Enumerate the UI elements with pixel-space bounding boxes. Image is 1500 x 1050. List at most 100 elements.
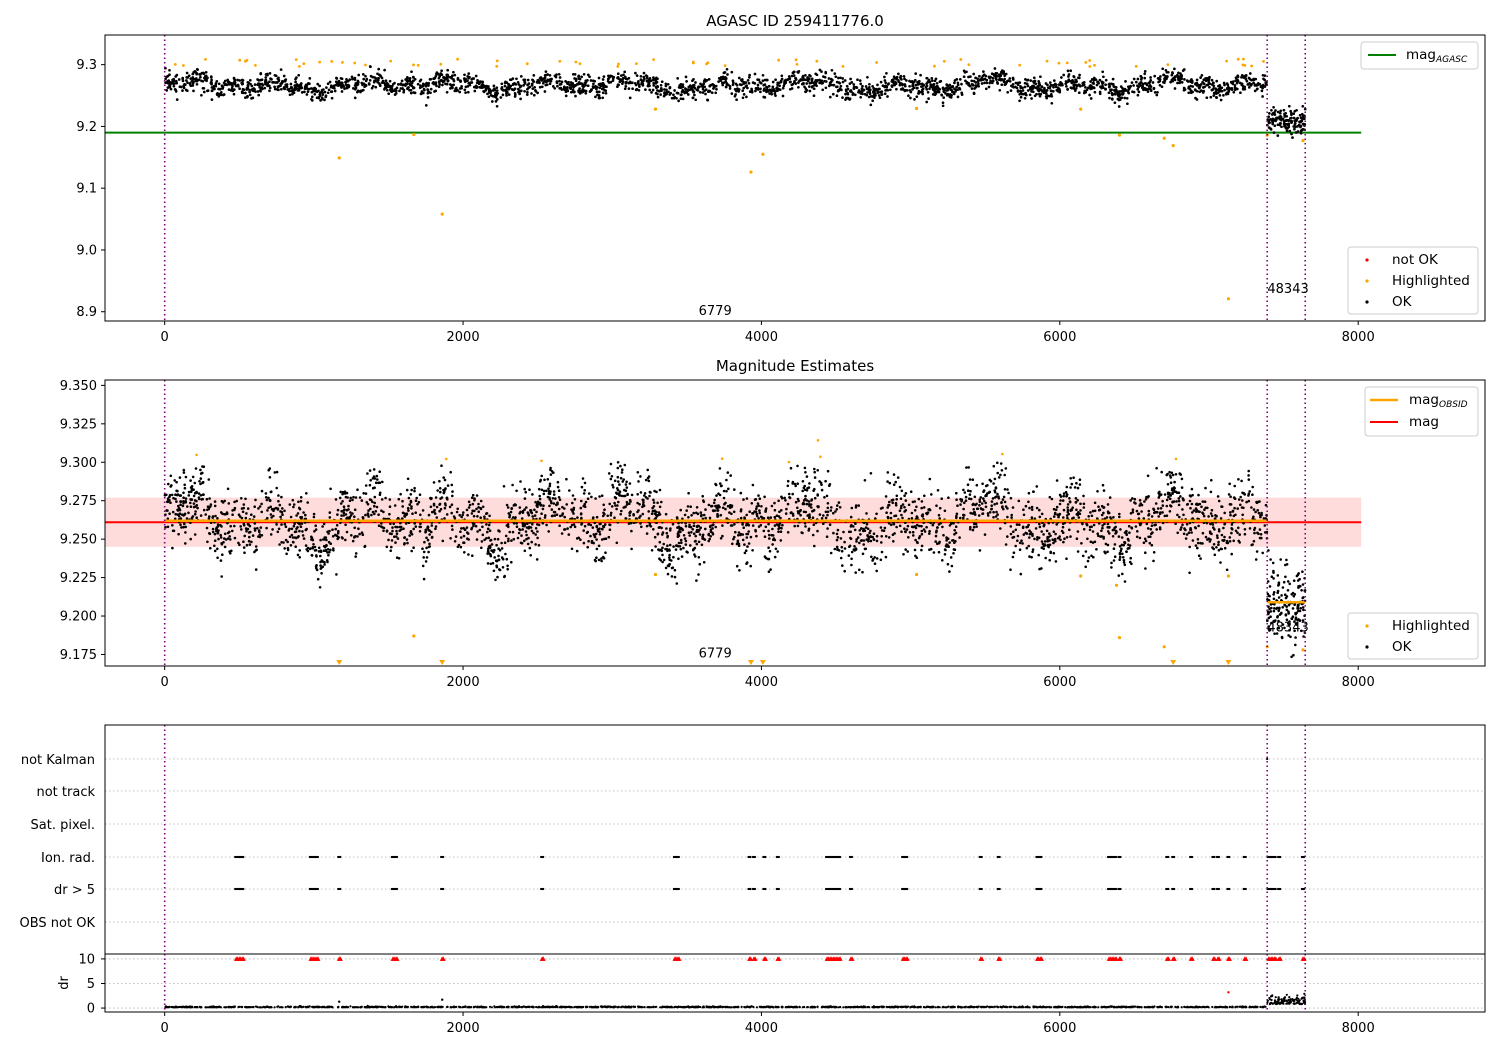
ok-point [949, 96, 953, 99]
ok-point [463, 88, 467, 92]
highlighted-point [875, 61, 878, 64]
ok-point [728, 84, 732, 88]
ok-point [168, 495, 171, 499]
ok-point [862, 539, 866, 542]
ok-point [634, 71, 637, 75]
ok-point [835, 94, 839, 98]
ok-point [619, 74, 623, 77]
ok-point [496, 537, 500, 541]
ok-point [930, 76, 934, 80]
ok-point [584, 84, 587, 87]
ok-point [920, 524, 923, 528]
ok-point [681, 85, 685, 89]
ok-point [1189, 506, 1192, 510]
ok-point [867, 95, 871, 99]
ok-point [668, 543, 672, 547]
ok-point [929, 85, 933, 89]
ok-point [383, 88, 386, 91]
ok-point [280, 510, 284, 514]
ok-point [283, 522, 287, 526]
ok-point [1278, 115, 1281, 119]
ok-point [258, 86, 262, 89]
ok-point [624, 483, 628, 486]
ok-point [519, 75, 523, 78]
ok-point [833, 72, 837, 75]
ok-point [409, 91, 413, 95]
ok-point [666, 549, 669, 553]
ok-point [1237, 539, 1240, 543]
ok-point [276, 530, 280, 534]
ok-point [560, 80, 564, 84]
ok-point [669, 91, 673, 95]
ok-point [528, 546, 532, 550]
ok-point [1240, 73, 1244, 77]
ok-point [1062, 492, 1066, 495]
ok-point [452, 70, 455, 74]
ok-point [1089, 540, 1093, 544]
ok-point [970, 83, 974, 86]
ok-point [166, 500, 169, 504]
ok-point [1092, 78, 1096, 82]
ok-point [316, 82, 320, 86]
ok-point [710, 91, 714, 95]
ok-point [416, 82, 420, 86]
ok-point [221, 87, 225, 90]
ok-point [394, 541, 397, 544]
ok-point [897, 80, 900, 84]
ok-point [383, 68, 386, 72]
ok-point [771, 527, 774, 531]
ok-point [698, 528, 701, 532]
ok-point [600, 559, 603, 563]
ok-point [1038, 515, 1042, 519]
ok-point [660, 88, 663, 92]
ok-point [478, 528, 482, 532]
ok-point [1021, 542, 1024, 545]
ok-point [523, 89, 526, 93]
ok-point [1140, 510, 1143, 513]
ok-point [312, 88, 316, 92]
ok-point [803, 522, 807, 525]
ok-point [176, 513, 180, 516]
ok-point [893, 76, 897, 80]
ok-point [411, 512, 414, 515]
ok-point [216, 525, 220, 528]
ok-point [1042, 91, 1046, 95]
ok-point [1050, 84, 1054, 87]
highlighted-point [238, 58, 242, 62]
ok-point [526, 90, 529, 94]
ok-point [1091, 509, 1095, 513]
ok-point [1154, 502, 1158, 505]
ok-point [622, 478, 625, 481]
ok-point [326, 548, 330, 551]
ok-point [1116, 90, 1120, 94]
ok-point [639, 74, 643, 78]
ok-point [458, 87, 462, 90]
ok-point [616, 72, 620, 76]
ok-point [1191, 90, 1194, 94]
ok-point [1050, 101, 1054, 105]
highlighted-point [525, 62, 529, 66]
ok-point [328, 511, 332, 514]
ok-point [481, 83, 485, 87]
ok-point [750, 87, 753, 91]
ok-point [920, 529, 924, 533]
ok-point [480, 546, 483, 550]
ok-point [1104, 87, 1107, 91]
ok-point [1018, 92, 1022, 96]
ok-point [688, 534, 691, 537]
ok-point [952, 539, 955, 542]
ok-point [812, 87, 816, 91]
ok-point [296, 84, 300, 88]
ok-point [489, 562, 493, 566]
ok-point [560, 532, 564, 535]
ok-point [619, 512, 622, 516]
ok-point [1273, 124, 1277, 128]
ok-point [515, 522, 518, 525]
ok-point [1236, 507, 1239, 510]
ok-point [1091, 541, 1095, 544]
ok-point [472, 522, 476, 526]
ok-point [347, 85, 351, 89]
legend-agasc-bottom: not OK Highlighted OK [1347, 246, 1479, 315]
ok-point [302, 511, 305, 514]
ok-point [414, 525, 418, 528]
